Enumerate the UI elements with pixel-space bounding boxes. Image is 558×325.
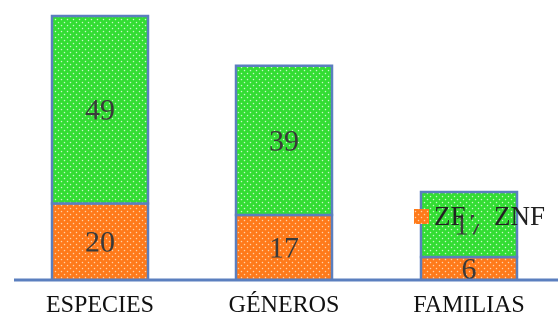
bar-znf-especies bbox=[50, 14, 150, 205]
category-label: FAMILIAS bbox=[413, 292, 525, 318]
data-label-zf-generos: 17 bbox=[269, 231, 299, 264]
legend: ZF ZNF bbox=[414, 201, 545, 231]
legend-swatch-znf bbox=[474, 209, 489, 224]
legend-swatch-zf bbox=[414, 209, 429, 224]
category-labels: ESPECIES GÉNEROS FAMILIAS bbox=[46, 292, 525, 318]
legend-label-zf: ZF bbox=[434, 201, 466, 231]
bar-zf-especies bbox=[50, 202, 150, 282]
data-label-zf-familias: 6 bbox=[462, 253, 477, 286]
legend-label-znf: ZNF bbox=[494, 201, 545, 231]
category-label: GÉNEROS bbox=[229, 292, 340, 318]
data-label-znf-generos: 39 bbox=[269, 124, 299, 157]
bar-znf-familias bbox=[419, 190, 519, 259]
data-label-znf-especies: 49 bbox=[85, 94, 115, 127]
bar-znf-generos bbox=[234, 64, 334, 217]
category-label: ESPECIES bbox=[46, 292, 154, 318]
data-label-zf-especies: 20 bbox=[85, 226, 115, 259]
